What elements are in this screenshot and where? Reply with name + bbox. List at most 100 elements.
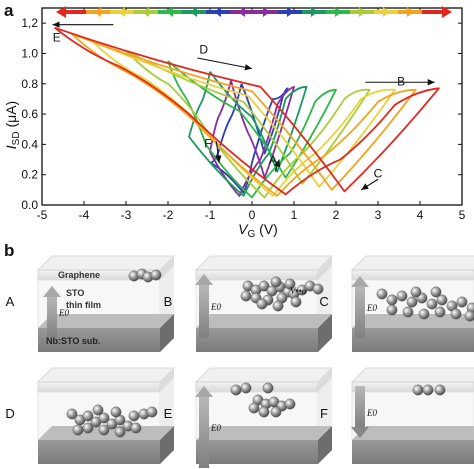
vacancy-ball [240, 382, 252, 394]
x-tick-label: -1 [205, 208, 216, 222]
color-bar-arrowhead [238, 7, 245, 17]
graphene-layer [351, 269, 474, 281]
x-tick-label: 2 [333, 208, 340, 222]
graphene-side-face [318, 256, 332, 280]
graphene-top-face [37, 367, 175, 383]
color-bar-arrowhead [94, 7, 101, 17]
hysteresis-loop [70, 32, 417, 197]
schematic-cell-d: D [5, 367, 175, 464]
vacancy-ball [82, 422, 94, 434]
cell-letter: B [164, 294, 173, 309]
graphene-top-face [351, 367, 474, 383]
vacancy-ball [290, 296, 302, 308]
color-bar-arrowhead [287, 7, 294, 17]
nb-sto-substrate [38, 328, 160, 352]
vacancy-ball [92, 404, 104, 416]
vacancy-ball [82, 410, 94, 422]
vacancy-ball [434, 384, 446, 396]
sto-label: STO [66, 288, 84, 298]
y-axis-title-unit: (μA) [3, 101, 19, 132]
field-arrow-shaft [355, 386, 365, 428]
vacancy-ball [248, 402, 260, 414]
substrate-label: Nb:STO sub. [46, 336, 100, 346]
x-axis-title-sub: G [248, 229, 256, 240]
direction-arrowhead [215, 155, 222, 163]
vacancy-ball [284, 398, 296, 410]
vacancy-ball [418, 308, 430, 320]
hysteresis-loop [54, 26, 440, 196]
vacancy-ball [98, 412, 110, 424]
vacancy-ball [464, 310, 474, 322]
vacancy-ball [258, 280, 270, 292]
graphene-top-face [37, 255, 175, 271]
y-axis-title-sub: SD [11, 131, 22, 145]
x-tick-label: -2 [163, 208, 174, 222]
schematic-cell-f: E0 F [320, 367, 474, 464]
vacancy-ball [128, 410, 140, 422]
x-tick-label: 1 [291, 208, 298, 222]
field-label: E0 [210, 302, 221, 312]
vacancy-ball [376, 288, 388, 300]
x-tick-label: 3 [375, 208, 382, 222]
vacancy-ball [434, 306, 446, 318]
substrate-top-face [38, 314, 174, 328]
schematic-cell-b: E0 B V••o [164, 255, 333, 352]
cell-letter: D [5, 406, 14, 421]
vacancy-ball [146, 406, 158, 418]
y-tick-label: 0.6 [21, 107, 38, 121]
color-bar-arrowhead [263, 7, 270, 17]
substrate-top-face [196, 426, 332, 440]
vacancy-ball [262, 382, 274, 394]
hysteresis-loop [209, 83, 289, 194]
graphene-layer [195, 269, 319, 281]
chart-series-group [54, 26, 440, 199]
vacancy-ball [256, 298, 268, 310]
graphene-side-face [160, 368, 174, 392]
substrate-side-face [318, 426, 332, 464]
annotation-label: C [374, 167, 383, 181]
direction-arrowhead [244, 64, 252, 71]
vacancy-ball [272, 300, 284, 312]
field-arrow-head [43, 286, 61, 297]
vacancy-ball [406, 296, 418, 308]
x-tick-label: 5 [459, 208, 466, 222]
hysteresis-loop [209, 80, 295, 197]
x-tick-label: 4 [417, 208, 424, 222]
cell-letter: F [320, 406, 328, 421]
color-bar-segment [62, 10, 87, 14]
field-arrow-shaft [199, 284, 209, 338]
color-bar-arrowhead [166, 7, 173, 17]
x-axis-title-unit: (V) [255, 221, 278, 237]
y-tick-label: 0.2 [21, 168, 38, 182]
graphene-side-face [318, 368, 332, 392]
graphene-top-face [195, 367, 333, 383]
vacancy-ball [72, 424, 84, 436]
substrate-side-face [160, 314, 174, 352]
vacancy-ball [150, 269, 162, 281]
schematic-cell-c: E0 C [319, 255, 474, 352]
graphene-top-face [351, 255, 474, 271]
vacancy-ball [240, 290, 252, 302]
oxygen-vacancy-label: V••o [290, 286, 307, 296]
vacancy-ball [98, 424, 110, 436]
schematic-cell-a: E0 A Graphene STO thin film Nb:STO sub. [6, 255, 175, 352]
y-axis-title: ISD (μA) [3, 101, 22, 149]
graphene-side-face [160, 256, 174, 280]
nb-sto-substrate [352, 440, 474, 464]
device-schematic: E0 A Graphene STO thin film Nb:STO sub. E0 B V••… [5, 255, 474, 468]
vacancy-ball [230, 384, 242, 396]
sweep-direction-arrows [52, 21, 435, 191]
vacancy-ball [386, 294, 398, 306]
field-arrow-head [195, 386, 213, 397]
vacancy-ball [402, 306, 414, 318]
chart-axes: -5 -4 -3 -2 -1 0 1 2 3 4 5 0.0 0.2 0.4 0.6 0.8 1.0 1,2 [21, 7, 466, 222]
y-tick-label: 0.4 [21, 137, 38, 151]
cell-letter: A [6, 294, 15, 309]
graphene-layer [37, 381, 161, 393]
schematic-cell-e: E0 E [164, 367, 333, 468]
nb-sto-substrate [196, 440, 318, 464]
vacancy-ball [284, 278, 296, 290]
vacancy-ball [258, 406, 270, 418]
field-arrow-shaft [199, 396, 209, 468]
substrate-top-face [196, 314, 332, 328]
